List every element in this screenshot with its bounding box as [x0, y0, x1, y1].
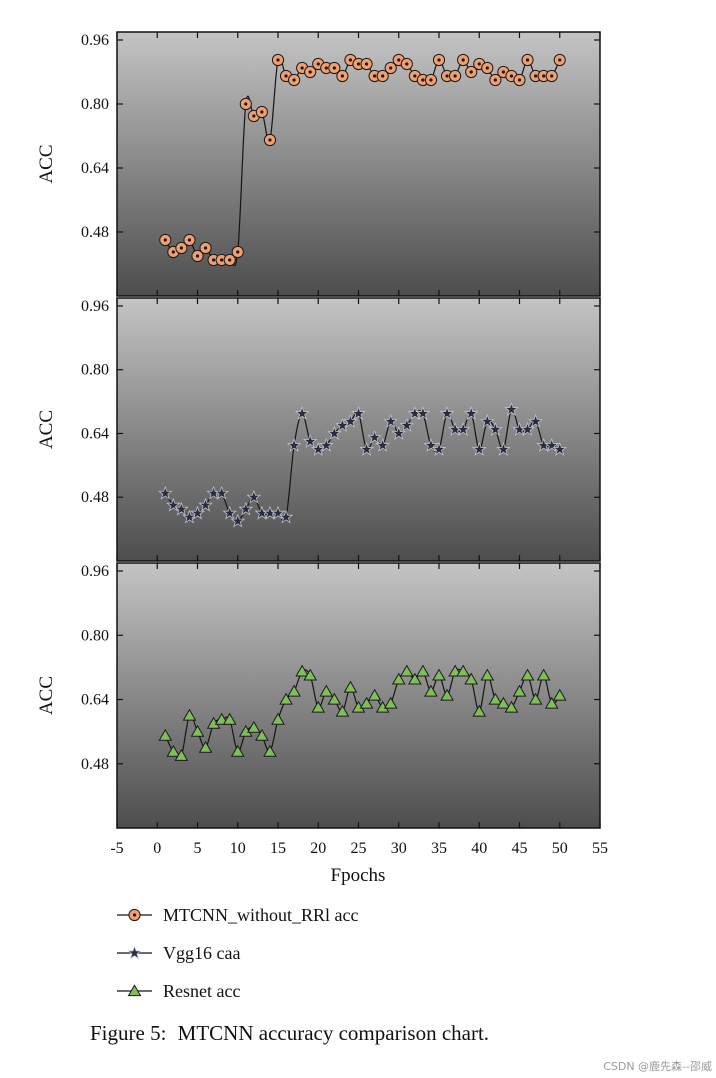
chart-panels: 0.480.640.800.96ACC0.480.640.800.96ACC0.… — [36, 31, 601, 829]
panel-background — [117, 563, 600, 828]
data-point-mtcnn-without-rrl-acc — [521, 53, 534, 67]
x-tick-label: 55 — [592, 840, 608, 857]
data-point-mtcnn-without-rrl-acc — [336, 69, 349, 83]
legend: MTCNN_without_RRl acc Vgg16 caa Resnet acc — [117, 905, 359, 1001]
data-point-mtcnn-without-rrl-acc — [424, 73, 438, 87]
data-point-mtcnn-without-rrl-acc — [263, 133, 277, 147]
watermark: CSDN @鹿先森--邵威 — [603, 1059, 712, 1073]
y-tick-label: 0.80 — [81, 96, 109, 113]
x-tick-label: 50 — [552, 840, 568, 857]
data-point-mtcnn-without-rrl-acc — [457, 53, 470, 67]
data-point-mtcnn-without-rrl-acc — [159, 233, 172, 247]
y-tick-label: 0.80 — [81, 362, 109, 379]
y-axis-title: ACC — [36, 410, 57, 449]
y-axis-title: ACC — [36, 144, 57, 183]
x-tick-label: 10 — [230, 840, 246, 857]
y-tick-label: 0.48 — [81, 224, 109, 241]
data-point-mtcnn-without-rrl-acc — [183, 233, 196, 247]
data-point-mtcnn-without-rrl-acc — [513, 73, 526, 87]
y-tick-label: 0.48 — [81, 489, 109, 506]
caption-label: Figure 5: — [90, 1021, 166, 1045]
x-tick-label: 25 — [351, 840, 367, 857]
data-point-mtcnn-without-rrl-acc — [271, 53, 285, 67]
y-tick-label: 0.80 — [81, 627, 109, 644]
data-point-mtcnn-without-rrl-acc — [553, 53, 566, 67]
legend-item-mtcnn-without-rrl-acc: MTCNN_without_RRl acc — [117, 905, 359, 925]
panel-border — [116, 297, 601, 562]
caption-text: MTCNN accuracy comparison chart. — [178, 1021, 489, 1045]
x-axis: -5 0 5 10 15 20 25 30 35 40 45 50 55 — [110, 840, 608, 857]
data-point-mtcnn-without-rrl-acc — [360, 57, 373, 71]
x-tick-label: -5 — [110, 840, 123, 857]
x-tick-label: 5 — [194, 840, 202, 857]
data-point-mtcnn-without-rrl-acc — [231, 245, 244, 259]
data-point-mtcnn-without-rrl-acc — [199, 241, 212, 255]
x-axis-title: Fpochs — [331, 865, 386, 886]
x-tick-label: 35 — [431, 840, 447, 857]
legend-item-resnet-acc: Resnet acc — [117, 981, 240, 1001]
legend-marker — [128, 908, 141, 922]
y-tick-label: 0.64 — [81, 160, 109, 177]
x-tick-label: 20 — [310, 840, 326, 857]
figure-caption: Figure 5: MTCNN accuracy comparison char… — [90, 1021, 489, 1045]
x-tick-label: 40 — [471, 840, 487, 857]
data-point-mtcnn-without-rrl-acc — [432, 53, 446, 67]
legend-label: MTCNN_without_RRl acc — [163, 905, 359, 925]
data-point-mtcnn-without-rrl-acc — [449, 69, 462, 83]
y-tick-label: 0.64 — [81, 425, 109, 442]
panel-3: 0.48 0.64 0.80 0.96 ACC — [36, 562, 601, 829]
y-tick-label: 0.48 — [81, 756, 109, 773]
data-point-mtcnn-without-rrl-acc — [545, 69, 558, 83]
y-tick-label: 0.96 — [81, 298, 109, 315]
data-point-mtcnn-without-rrl-acc — [400, 57, 413, 71]
y-tick-label: 0.96 — [81, 32, 109, 49]
y-tick-label: 0.96 — [81, 563, 109, 580]
data-point-mtcnn-without-rrl-acc — [481, 61, 494, 75]
legend-label: Resnet acc — [163, 981, 240, 1001]
panel-1: 0.48 0.64 0.80 0.96 ACC — [36, 31, 601, 297]
x-tick-label: 30 — [391, 840, 407, 857]
panel-border — [116, 562, 601, 829]
panel-border — [116, 31, 601, 297]
x-tick-label: 0 — [153, 840, 161, 857]
legend-marker — [127, 946, 142, 959]
legend-label: Vgg16 caa — [163, 943, 240, 963]
panel-background — [117, 32, 600, 296]
data-point-mtcnn-without-rrl-acc — [239, 97, 252, 111]
x-tick-label: 45 — [512, 840, 528, 857]
panel-2: 0.48 0.64 0.80 0.96 ACC — [36, 297, 601, 562]
data-point-mtcnn-without-rrl-acc — [255, 105, 268, 119]
data-point-mtcnn-without-rrl-acc — [288, 73, 301, 87]
x-tick-label: 15 — [270, 840, 286, 857]
y-axis-title: ACC — [36, 676, 57, 715]
y-tick-label: 0.64 — [81, 692, 109, 709]
legend-item-vgg16-caa: Vgg16 caa — [117, 943, 240, 963]
